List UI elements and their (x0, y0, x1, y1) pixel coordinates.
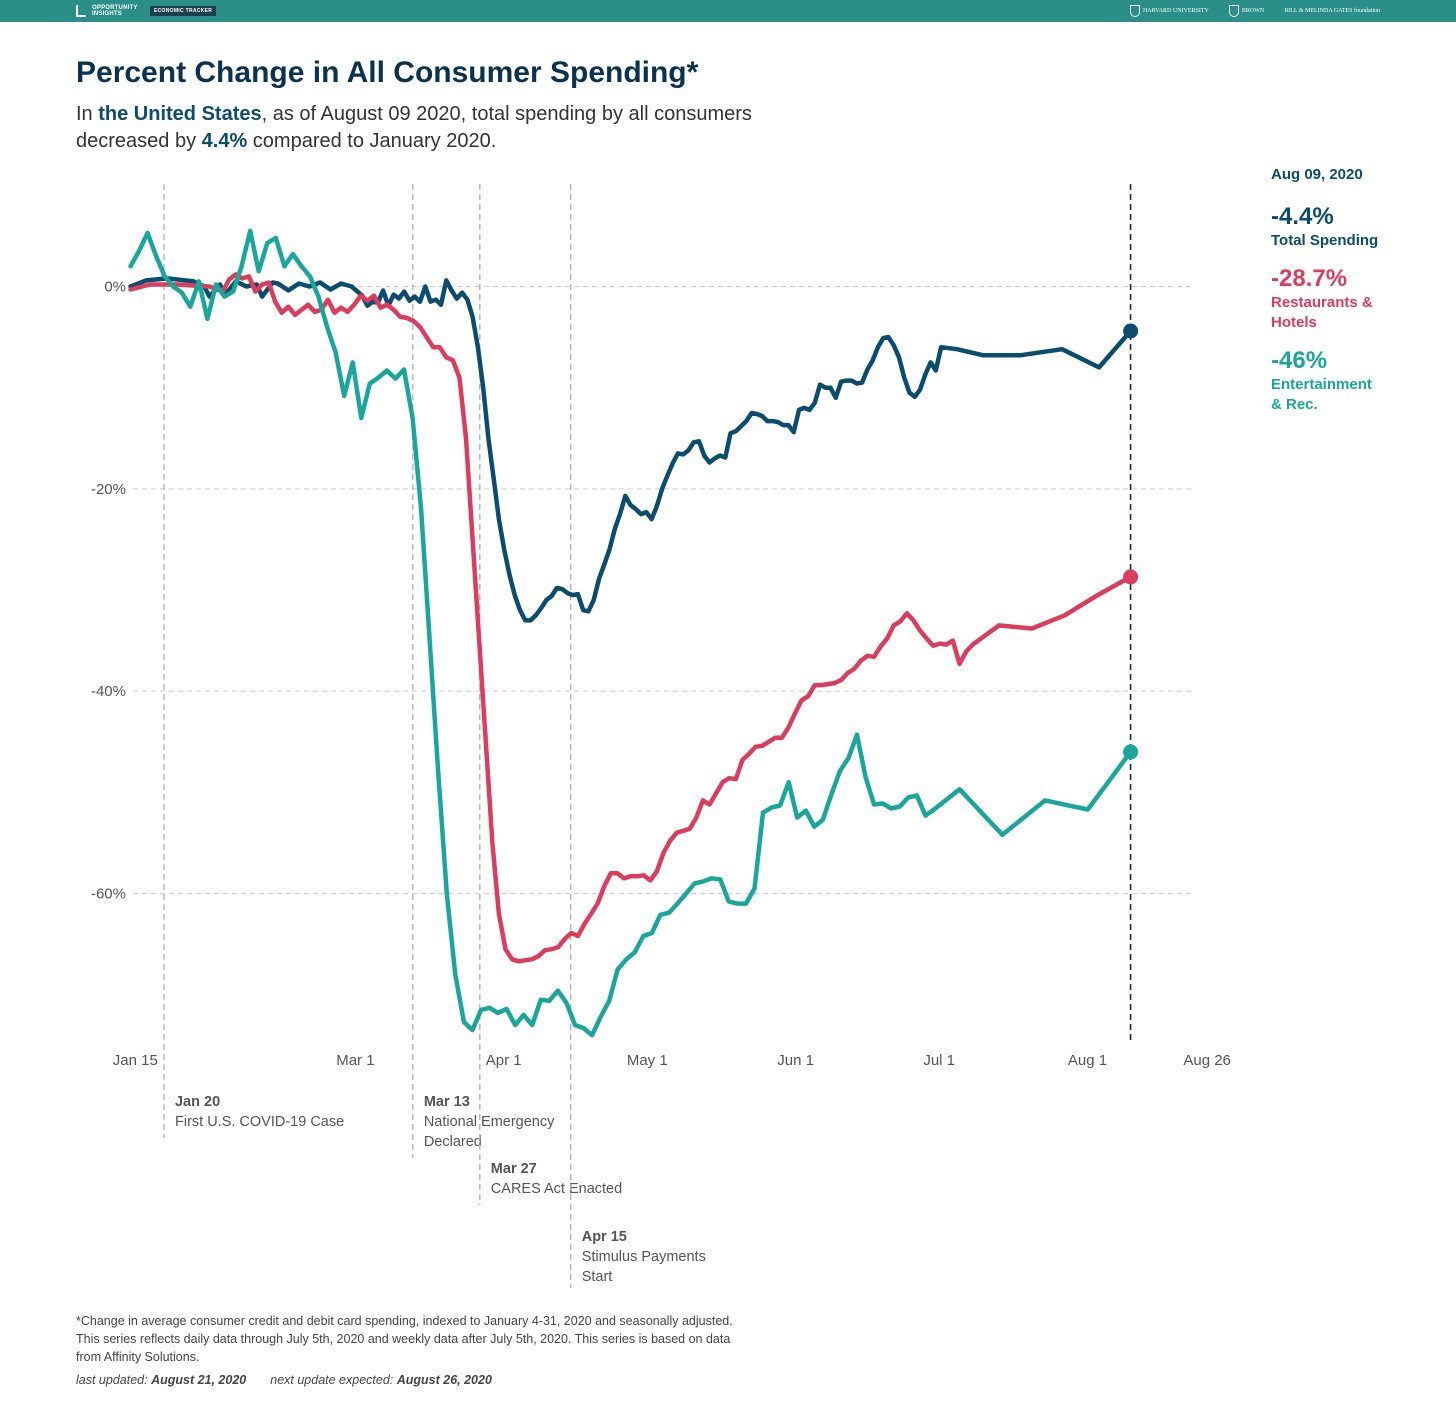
brand[interactable]: OPPORTUNITY INSIGHTS ECONOMIC TRACKER (76, 4, 217, 18)
x-tick-label: Aug 26 (1183, 1052, 1231, 1069)
latest-total: -4.4% Total Spending (1271, 203, 1441, 251)
x-tick-label: Jun 1 (777, 1052, 814, 1069)
footnote: *Change in average consumer credit and d… (76, 1314, 733, 1364)
subtitle-text: compared to January 2020. (247, 130, 497, 152)
series-line (128, 228, 1133, 1038)
y-tick-label: 0% (104, 279, 126, 296)
x-tick-label: Jan 15 (113, 1052, 158, 1069)
brand-name: OPPORTUNITY INSIGHTS (92, 5, 138, 17)
partner-brown[interactable]: BROWN (1228, 5, 1265, 17)
partner-gates[interactable]: BILL & MELINDA GATES foundation (1284, 8, 1380, 14)
x-tick-label: Apr 1 (486, 1052, 522, 1069)
event-label: Stimulus Payments (582, 1249, 706, 1265)
event-date: Mar 13 (424, 1094, 470, 1110)
event-label: Declared (424, 1134, 482, 1150)
subtitle-place[interactable]: the United States (98, 103, 262, 125)
event-date: Jan 20 (175, 1094, 220, 1110)
brand-tag: ECONOMIC TRACKER (150, 6, 217, 16)
update-info: last updated: August 21, 2020 next update… (76, 1373, 492, 1387)
series-end-point[interactable] (1123, 744, 1139, 760)
top-bar: OPPORTUNITY INSIGHTS ECONOMIC TRACKER HA… (0, 0, 1456, 22)
chart-title: Percent Change in All Consumer Spending* (76, 56, 699, 89)
subtitle-percent: 4.4% (201, 130, 248, 152)
partner-harvard[interactable]: HARVARD UNIVERSITY (1129, 5, 1209, 17)
latest-entertainment-label: Entertainment & Rec. (1271, 376, 1372, 413)
partner-label: BROWN (1241, 8, 1265, 14)
chart-subtitle: In the United States, as of August 09 20… (76, 101, 796, 155)
event-date: Apr 15 (582, 1229, 627, 1245)
partner-label: BILL & MELINDA GATES foundation (1284, 8, 1380, 14)
latest-total-label: Total Spending (1271, 232, 1379, 249)
subtitle-text: , as of August 09 2020, total spending b… (76, 103, 752, 152)
x-tick-label: May 1 (627, 1052, 668, 1069)
series-line (128, 276, 1133, 623)
x-tick-label: Aug 1 (1068, 1052, 1107, 1069)
x-tick-label: Mar 1 (336, 1052, 374, 1069)
subtitle-text: In (76, 103, 99, 125)
shield-icon (1228, 5, 1239, 17)
y-tick-label: -40% (91, 683, 126, 700)
y-tick-label: -60% (91, 886, 126, 903)
last-updated-date: August 21, 2020 (151, 1373, 247, 1387)
series-end-point[interactable] (1123, 323, 1139, 339)
series-end-point[interactable] (1123, 569, 1139, 585)
latest-entertainment-value: -46% (1271, 347, 1328, 374)
latest-restaurants: -28.7% Restaurants & Hotels (1271, 265, 1441, 333)
latest-entertainment: -46% Entertainment & Rec. (1271, 347, 1441, 415)
latest-total-value: -4.4% (1271, 203, 1334, 230)
series-line (128, 272, 1133, 964)
partner-label: HARVARD UNIVERSITY (1142, 8, 1209, 14)
latest-values-panel: Aug 09, 2020 -4.4% Total Spending -28.7%… (1271, 166, 1441, 429)
last-updated-label: last updated: (76, 1373, 152, 1387)
event-label: First U.S. COVID-19 Case (175, 1114, 344, 1130)
shield-icon (1129, 5, 1140, 17)
bar-chart-icon (76, 5, 86, 17)
event-date: Mar 27 (491, 1161, 537, 1177)
x-tick-label: Jul 1 (923, 1052, 955, 1069)
line-chart: 0% -20% -40% -60% Jan 15 Mar 1 Apr 1 May 1 Jun 1… (91, 184, 1231, 1288)
event-label: CARES Act Enacted (491, 1181, 622, 1197)
next-update-date: August 26, 2020 (396, 1373, 492, 1387)
event-label: National Emergency (424, 1114, 555, 1130)
y-tick-label: -20% (91, 481, 126, 498)
latest-restaurants-label: Restaurants & Hotels (1271, 294, 1373, 331)
latest-date: Aug 09, 2020 (1271, 166, 1363, 183)
latest-restaurants-value: -28.7% (1271, 265, 1348, 292)
next-update-label: next update expected: (270, 1373, 397, 1387)
event-label: Start (582, 1269, 613, 1285)
partner-logos: HARVARD UNIVERSITY BROWN BILL & MELINDA … (1129, 4, 1380, 18)
